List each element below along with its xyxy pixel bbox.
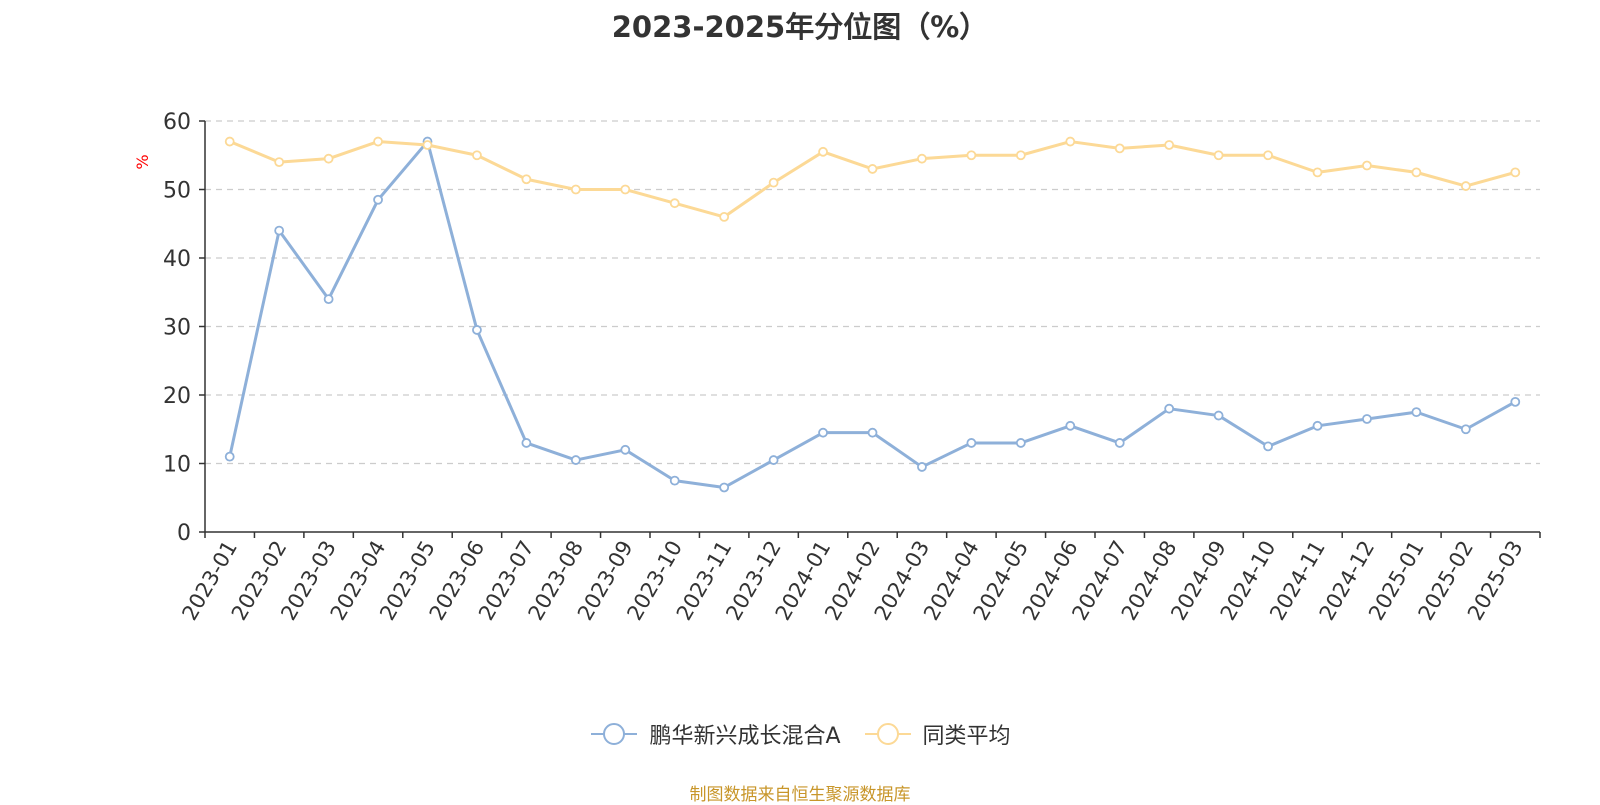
legend-marker-icon [864,723,911,745]
chart-title: 2023-2025年分位图（%） [611,10,989,44]
y-axis-unit: % [133,154,152,169]
data-point [719,211,730,222]
y-tick-label: 20 [163,384,191,409]
data-point [1312,167,1323,178]
data-point [818,146,828,157]
source-note: 制图数据来自恒生聚源数据库 [689,785,911,805]
data-point [1114,438,1125,448]
data-point [768,177,779,188]
y-tick-label: 50 [163,179,191,204]
data-point [1065,420,1076,431]
data-point [966,150,977,161]
data-point [1411,407,1422,418]
data-point [224,136,235,147]
data-point [966,438,977,448]
data-point [1312,420,1323,431]
data-point [1460,181,1471,191]
data-point [768,455,779,465]
y-tick-label: 10 [163,453,191,478]
data-point [521,174,532,185]
data-point [373,136,383,147]
data-point [1164,140,1175,150]
data-point [1460,424,1471,435]
data-point [274,157,285,168]
data-point [570,184,581,195]
y-tick-label: 60 [163,110,191,135]
legend: 鹏华新兴成长混合A 同类平均 [0,718,1600,750]
data-point [867,427,878,438]
data-point [570,455,581,465]
legend-marker-icon [591,723,638,745]
data-point [472,150,482,161]
data-point [1263,441,1273,452]
data-point [1114,143,1125,154]
legend-label: 鹏华新兴成长混合A [649,724,841,749]
legend-item[interactable]: 同类平均 [863,718,1011,750]
data-point [867,164,878,174]
data-point [1510,167,1521,178]
data-point [1213,150,1224,161]
data-point [422,140,433,150]
data-point [472,325,482,335]
data-point [1015,438,1026,448]
data-point [1213,410,1224,421]
y-tick-label: 0 [177,521,191,546]
data-point [1263,150,1273,161]
y-tick-label: 40 [163,247,191,272]
data-point [669,475,680,486]
data-point [1362,160,1372,171]
data-point [917,153,927,164]
data-point [719,482,730,493]
data-point [917,462,927,472]
data-point [1065,136,1076,147]
y-tick-label: 30 [163,316,191,341]
series-line-1 [229,140,1516,219]
data-point [1411,167,1422,178]
data-point [224,451,235,462]
legend-label: 同类平均 [922,724,1011,749]
data-point [1510,396,1521,407]
data-point [620,444,631,455]
data-point [1362,414,1372,424]
data-point [373,194,383,205]
data-point [1015,150,1026,161]
data-point [274,225,285,236]
data-point [323,153,334,164]
data-point [1164,403,1175,414]
data-point [323,294,334,305]
data-point [521,438,532,448]
data-point [669,198,680,209]
legend-item[interactable]: 鹏华新兴成长混合A [589,718,841,750]
data-point [818,427,828,438]
data-point [620,184,631,195]
